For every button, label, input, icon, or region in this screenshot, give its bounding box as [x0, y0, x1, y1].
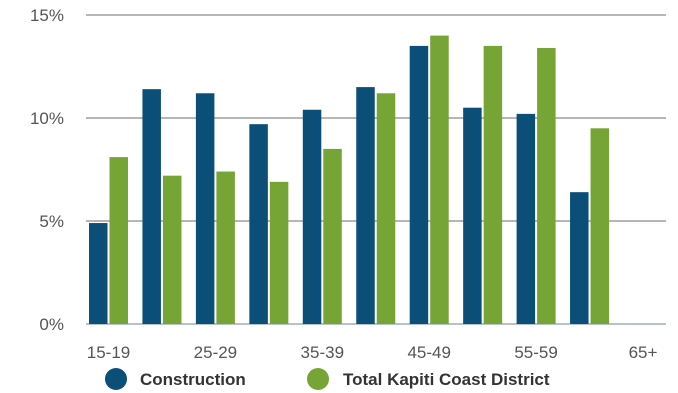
bar-total-kapiti-40-44: [376, 93, 396, 324]
bar-total-kapiti-25-29: [216, 171, 235, 324]
y-tick-label: 0%: [39, 315, 64, 334]
bar-construction-60-64: [570, 192, 589, 324]
x-tick-label: 25-29: [194, 343, 237, 362]
x-tick-label: 35-39: [301, 343, 344, 362]
bar-total-kapiti-50-54: [483, 45, 503, 325]
bar-construction-35-39: [302, 109, 322, 324]
bar-construction-30-34: [249, 124, 268, 325]
bar-construction-25-29: [195, 93, 215, 324]
bar-construction-50-54: [463, 107, 482, 324]
x-tick-label: 45-49: [407, 343, 450, 362]
bar-total-kapiti-30-34: [269, 181, 289, 324]
bar-total-kapiti-20-24: [162, 175, 182, 324]
bar-construction-20-24: [142, 89, 161, 324]
bar-total-kapiti-55-59: [537, 47, 556, 325]
bar-construction-45-49: [409, 45, 429, 325]
bar-construction-15-19: [89, 223, 108, 324]
legend: Construction Total Kapiti Coast District: [105, 368, 550, 390]
bars-layer: [89, 35, 610, 325]
bar-total-kapiti-15-19: [109, 157, 128, 324]
bar-total-kapiti-60-64: [590, 128, 610, 324]
legend-label-total-kapiti: Total Kapiti Coast District: [343, 370, 550, 389]
y-tick-label: 10%: [30, 109, 64, 128]
legend-swatch-total-kapiti: [307, 368, 329, 390]
bar-total-kapiti-35-39: [323, 148, 342, 324]
x-tick-label: 15-19: [87, 343, 130, 362]
bar-total-kapiti-45-49: [430, 35, 449, 324]
x-tick-label: 65+: [629, 343, 658, 362]
legend-label-construction: Construction: [140, 370, 246, 389]
y-tick-label: 5%: [39, 212, 64, 231]
legend-swatch-construction: [105, 368, 127, 390]
grid-layer: 0% 5% 10% 15%: [30, 6, 666, 334]
bar-construction-40-44: [356, 87, 375, 324]
x-axis-ticks: 15-19 25-29 35-39 45-49 55-59 65+: [87, 343, 658, 362]
x-tick-label: 55-59: [514, 343, 557, 362]
y-tick-label: 15%: [30, 6, 64, 25]
bar-construction-55-59: [516, 113, 536, 324]
